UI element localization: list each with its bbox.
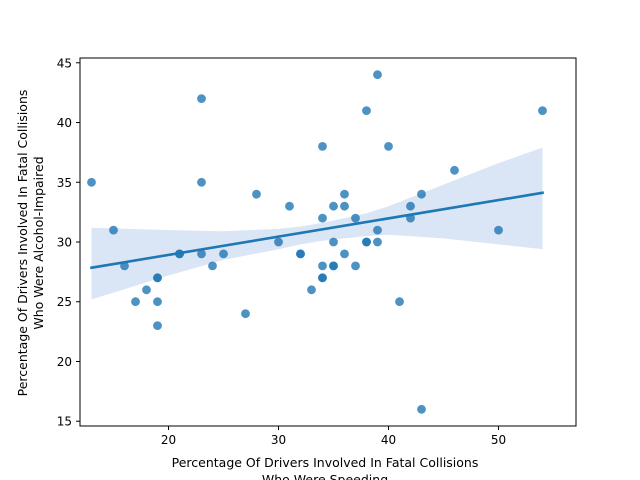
y-tick-label: 40 xyxy=(57,116,72,130)
data-point xyxy=(329,237,338,247)
x-tick-label: 20 xyxy=(161,433,176,447)
data-point xyxy=(153,273,162,283)
data-point xyxy=(131,297,140,307)
data-point xyxy=(241,309,250,319)
data-point xyxy=(494,225,503,235)
regression-line xyxy=(90,191,544,270)
data-point xyxy=(197,94,206,103)
data-point xyxy=(406,201,415,211)
confidence-band xyxy=(91,147,543,300)
data-point xyxy=(197,177,206,187)
x-tick-label: 50 xyxy=(491,433,506,447)
data-point xyxy=(296,249,305,259)
data-point xyxy=(109,225,118,235)
data-point xyxy=(208,261,217,271)
data-point xyxy=(340,249,349,259)
y-tick-label: 20 xyxy=(57,355,72,369)
data-point xyxy=(362,237,371,247)
data-point xyxy=(219,249,228,259)
y-tick-label: 15 xyxy=(57,415,72,429)
confidence-band-layer xyxy=(91,147,543,300)
data-points-layer xyxy=(87,70,547,414)
data-point xyxy=(87,177,96,187)
data-point xyxy=(417,404,426,414)
data-point xyxy=(538,106,547,115)
data-point xyxy=(373,225,382,235)
data-point xyxy=(285,201,294,211)
y-tick-label: 25 xyxy=(57,295,72,309)
data-point xyxy=(362,106,371,115)
data-point xyxy=(450,165,459,175)
y-tick-label: 30 xyxy=(57,236,72,250)
x-tick-label: 40 xyxy=(381,433,396,447)
data-point xyxy=(351,261,360,271)
y-tick-label: 45 xyxy=(57,56,72,70)
data-point xyxy=(318,142,327,151)
data-point xyxy=(384,142,393,151)
x-axis-ticks: 20 30 40 50 xyxy=(161,426,506,447)
data-point xyxy=(153,297,162,307)
data-point xyxy=(142,285,151,295)
data-point xyxy=(340,189,349,199)
x-tick-label: 30 xyxy=(271,433,286,447)
y-axis-label-line2: Who Were Alcohol-Impaired xyxy=(31,156,46,329)
data-point xyxy=(197,249,206,259)
x-axis-label-line1: Percentage Of Drivers Involved In Fatal … xyxy=(172,455,479,470)
data-point xyxy=(351,213,360,223)
y-axis-label-line1: Percentage Of Drivers Involved In Fatal … xyxy=(15,90,30,397)
data-point xyxy=(318,273,327,283)
data-point xyxy=(340,201,349,211)
data-point xyxy=(329,201,338,211)
y-axis-ticks: 15 20 25 30 35 40 45 xyxy=(57,56,80,429)
data-point xyxy=(318,213,327,223)
data-point xyxy=(153,321,162,330)
data-point xyxy=(274,237,283,247)
data-point xyxy=(417,189,426,199)
data-point xyxy=(252,189,261,199)
data-point xyxy=(307,285,316,295)
data-point xyxy=(373,237,382,247)
regression-line-layer xyxy=(90,191,544,270)
data-point xyxy=(329,261,338,271)
data-point xyxy=(395,297,404,307)
x-axis-label-line2: Who Were Speeding xyxy=(262,472,388,480)
y-tick-label: 35 xyxy=(57,176,72,190)
data-point xyxy=(318,261,327,271)
data-point xyxy=(373,70,382,80)
